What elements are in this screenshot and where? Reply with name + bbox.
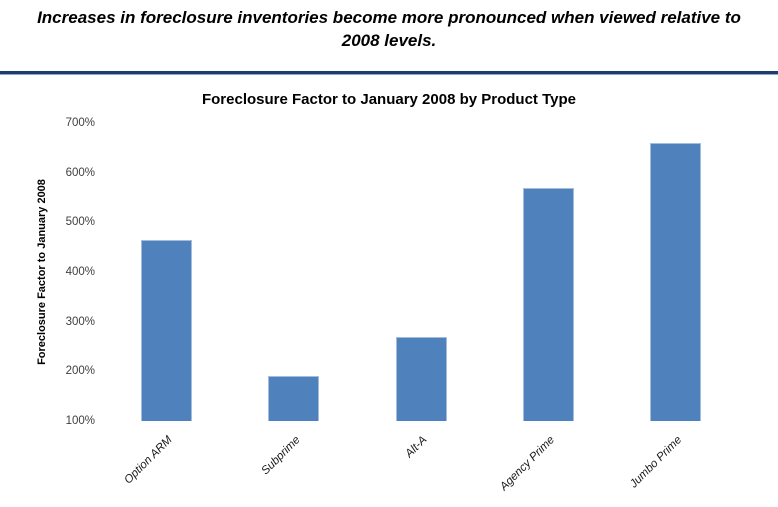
bar-jumbo-prime — [649, 142, 701, 421]
y-tick-label: 200% — [65, 365, 95, 378]
y-tick-label: 600% — [65, 166, 95, 179]
y-tick-label: 300% — [65, 315, 95, 328]
x-axis-label: Option ARM — [122, 434, 176, 487]
page-title-line1: Increases in foreclosure inventories bec… — [37, 8, 741, 27]
page-title: Increases in foreclosure inventories bec… — [0, 6, 778, 52]
header-divider — [0, 71, 778, 75]
bar-agency-prime — [522, 187, 574, 421]
bar-option-arm — [141, 239, 193, 421]
chart-title: Foreclosure Factor to January 2008 by Pr… — [201, 91, 576, 108]
x-axis-label: Alt-A — [403, 434, 430, 461]
x-axis-label: Agency Prime — [497, 434, 557, 494]
bar-slot: Option ARM — [103, 123, 230, 486]
bar-slot: Jumbo Prime — [612, 123, 739, 490]
bar-alt-a — [395, 336, 447, 421]
foreclosure-factor-chart: Foreclosure Factor to January 2008 by Pr… — [0, 84, 778, 507]
y-tick-label: 400% — [65, 266, 95, 278]
bar-slot: Agency Prime — [485, 123, 612, 493]
x-axis-label: Jumbo Prime — [627, 434, 684, 491]
bars-row: Option ARM Subprime Alt-A Agency Prime Jumbo… — [103, 123, 739, 493]
bar-subprime — [268, 376, 320, 421]
y-axis-tick-labels: 700% 600% 500% 400% 300% 200% 100% — [0, 117, 95, 427]
x-axis-label: Subprime — [259, 434, 303, 478]
bar-slot: Subprime — [230, 123, 357, 477]
y-tick-label: 500% — [65, 216, 95, 229]
page-title-line2: 2008 levels. — [341, 31, 437, 50]
bar-slot: Alt-A — [357, 123, 484, 460]
y-tick-label: 100% — [65, 415, 95, 427]
y-tick-label: 700% — [65, 117, 95, 129]
plot-area: Option ARM Subprime Alt-A Agency Prime Jumbo… — [103, 123, 739, 493]
